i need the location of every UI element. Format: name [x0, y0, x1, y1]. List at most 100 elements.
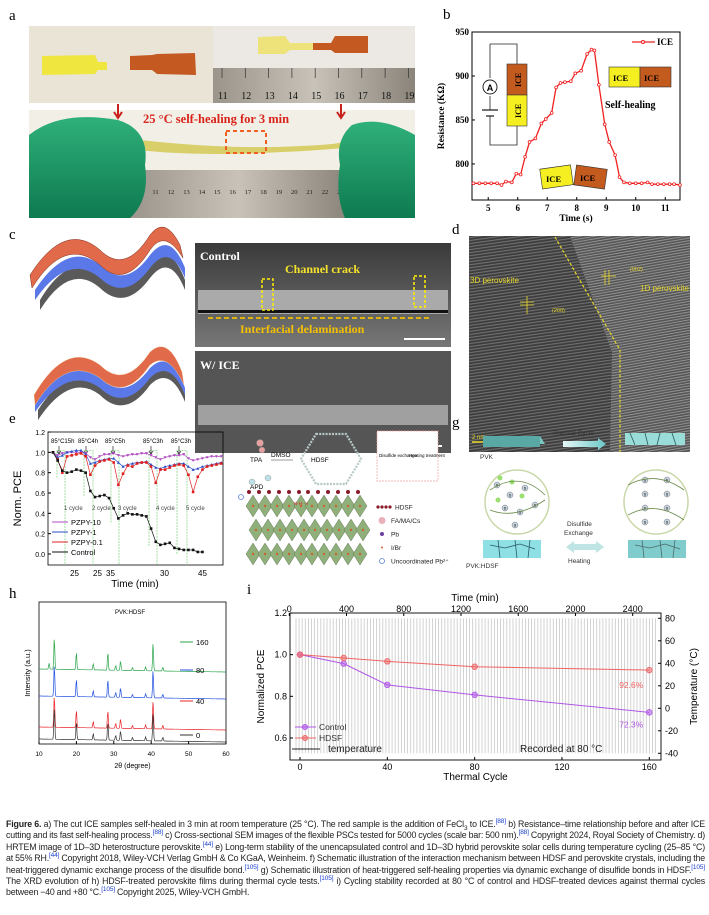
x2-tick-label: 1200	[451, 604, 471, 614]
data-point	[177, 463, 181, 466]
data-point	[471, 181, 476, 186]
data-point	[149, 465, 153, 468]
data-point	[191, 548, 195, 552]
x-tick-label: 50	[185, 751, 193, 758]
panel-g-schematic: PVK Thermal Cycle S S S S S S S S S S S S S S S PVK:HD…	[466, 430, 689, 570]
y-tick-label: 800	[456, 159, 470, 169]
figure-label: Figure 6.	[6, 819, 42, 829]
data-point	[140, 452, 144, 455]
data-point	[617, 175, 622, 179]
data-point	[163, 542, 167, 546]
data-point	[563, 80, 567, 84]
data-point	[196, 550, 200, 554]
data-point	[84, 471, 87, 474]
sulfur-atom	[663, 518, 671, 526]
data-point	[70, 470, 73, 473]
legend-label: 160	[196, 638, 209, 647]
data-point	[60, 452, 64, 455]
halide-atom	[346, 552, 350, 556]
arrow-right-icon	[563, 438, 606, 450]
data-point	[523, 155, 527, 159]
ammeter-icon	[482, 79, 498, 95]
tpa-label: TPA	[250, 457, 263, 464]
reference-link[interactable]: [44]	[202, 840, 213, 848]
halide-atom	[310, 552, 314, 556]
legend-icon	[379, 558, 385, 564]
data-point	[200, 457, 205, 460]
halide-atom	[313, 528, 317, 532]
data-point	[93, 461, 97, 464]
legend-label: HDSF	[319, 733, 342, 743]
data-point	[56, 459, 59, 462]
data-point	[182, 453, 186, 456]
sulfur-label: S	[644, 506, 647, 511]
ruler-number: 18	[381, 91, 391, 102]
data-point	[646, 709, 653, 716]
lattice-marker	[520, 296, 534, 314]
ruler-number: 11	[152, 189, 158, 196]
y-tick-label: 950	[456, 27, 470, 37]
x2-axis-label: Time (min)	[451, 593, 498, 604]
sulfur-label: S	[666, 520, 669, 525]
reference-link[interactable]: [105]	[244, 863, 259, 871]
data-point	[182, 462, 186, 465]
hdsf-molecule	[356, 490, 360, 494]
halide-atom	[322, 552, 326, 556]
x-tick-label: 30	[110, 751, 118, 758]
hdsf-ring	[299, 432, 363, 486]
reference-link[interactable]: [105]	[691, 863, 705, 871]
circuit-wire	[489, 43, 518, 146]
legend-label: Pb	[391, 532, 399, 539]
reference-link[interactable]: [88]	[518, 829, 529, 837]
data-point	[121, 455, 125, 458]
data-point	[186, 465, 191, 468]
caption-text: Copyright 2018, Wiley-VCH Verlag GmbH & …	[6, 853, 705, 875]
x-tick-label: 10	[35, 751, 43, 758]
uncoordinated-pb	[238, 494, 244, 500]
reference-link[interactable]: [105]	[319, 875, 334, 883]
caption-text: Copyright 2025, Wiley-VCH GmbH.	[114, 887, 250, 898]
halide-atom	[290, 528, 294, 532]
lattice-marker	[601, 270, 616, 285]
data-point	[340, 654, 347, 662]
reference-link[interactable]: [44]	[49, 852, 60, 860]
sulfur-label: S	[666, 506, 669, 511]
grain-lines	[489, 539, 536, 559]
halide-atom	[251, 504, 255, 508]
ice-label: ICE	[613, 73, 628, 83]
data-point	[477, 181, 482, 186]
series-line	[52, 452, 222, 494]
y-axis-label: Resistance (KΩ)	[436, 83, 447, 149]
data-point	[88, 462, 92, 465]
data-point	[201, 468, 204, 471]
data-point	[121, 514, 125, 517]
reference-link[interactable]: [88]	[152, 829, 163, 837]
data-point	[154, 456, 158, 459]
data-point	[340, 660, 347, 667]
data-point	[145, 461, 148, 464]
reference-link[interactable]: [105]	[101, 886, 115, 894]
legend-icon	[381, 546, 383, 549]
label-3d-perovskite: 3D perovskite	[470, 276, 519, 285]
broken-bond-atom	[497, 475, 503, 481]
data-point	[384, 658, 391, 665]
halide-atom	[275, 504, 279, 508]
reference-link[interactable]: [88]	[495, 818, 506, 826]
y-tick-label: 0.0	[35, 552, 45, 559]
cycle-label: 3 cycle	[118, 506, 137, 512]
arrow-down-icon	[176, 446, 182, 455]
data-point	[191, 468, 195, 471]
ice-label: ICE	[644, 73, 659, 83]
data-point	[597, 82, 601, 87]
x2-tick-label: 2400	[623, 604, 643, 614]
ruler-number: 16	[335, 91, 345, 102]
data-point	[79, 469, 83, 472]
panel-label-i: i	[247, 582, 251, 598]
x-tick-label: 30	[160, 569, 169, 578]
ruler-number: 11	[218, 91, 228, 102]
x-tick-label: 20	[73, 751, 81, 758]
legend-label: I/Br	[391, 545, 402, 552]
thermal-cycle-label: Thermal Cycle	[552, 430, 594, 437]
y-tick-label: 0.2	[35, 532, 45, 539]
